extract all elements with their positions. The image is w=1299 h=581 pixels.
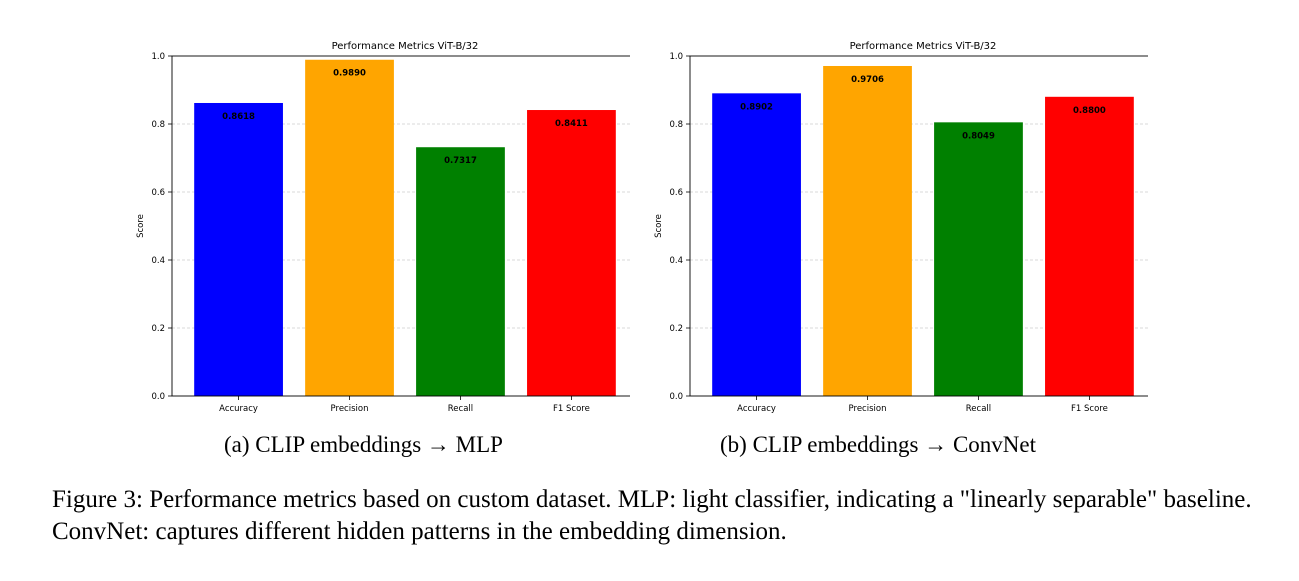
- chart-2-data-label: 0.9706: [851, 75, 884, 85]
- chart-2-xtick-label: F1 Score: [1071, 404, 1108, 414]
- figure-caption: Figure 3: Performance metrics based on c…: [52, 486, 1252, 545]
- chart-1-xtick-label: F1 Score: [553, 404, 590, 414]
- chart-1-bar: [194, 102, 283, 396]
- chart-1-title: Performance Metrics ViT-B/32: [332, 41, 479, 52]
- chart-2-ytick-label: 0.2: [669, 324, 683, 334]
- chart-1-xtick-label: Recall: [448, 404, 473, 414]
- chart-2-ytick-label: 0.0: [669, 392, 683, 402]
- chart-2-title: Performance Metrics ViT-B/32: [850, 41, 997, 52]
- chart-1-data-label: 0.8618: [222, 112, 255, 122]
- chart-2-ytick-label: 0.4: [669, 256, 683, 266]
- chart-1-ytick-label: 1.0: [151, 52, 165, 62]
- chart-2-bar: [1045, 96, 1134, 397]
- chart-convnet-svg: Performance Metrics ViT-B/32 0.0 0.2 0.4 0.6…: [654, 41, 1148, 414]
- chart-2-bar: [712, 93, 801, 396]
- chart-1-ylabel: Score: [136, 214, 146, 238]
- chart-1-data-label: 0.9890: [333, 69, 366, 79]
- chart-2-data-label: 0.8800: [1073, 106, 1106, 116]
- chart-2-ytick-label: 0.8: [669, 120, 683, 130]
- chart-2-bar: [934, 122, 1023, 397]
- chart-2-data-label: 0.8902: [740, 102, 773, 112]
- chart-2-ytick-label: 1.0: [669, 52, 683, 62]
- chart-2-xtick-label: Recall: [966, 404, 991, 414]
- subcaption-a: (a) CLIP embeddings → MLP: [224, 432, 503, 457]
- chart-1-xtick-label: Precision: [331, 404, 369, 414]
- chart-2-plot-frame: [689, 55, 1148, 397]
- chart-2-bar: [823, 65, 912, 396]
- chart-convnet: Performance Metrics ViT-B/32 0.0 0.2 0.4 0.6…: [648, 30, 1148, 420]
- chart-2-data-label: 0.8049: [962, 131, 995, 141]
- chart-2-ytick-label: 0.6: [669, 188, 683, 198]
- chart-1-data-label: 0.7317: [444, 156, 477, 166]
- chart-mlp-svg: Performance Metrics ViT-B/32 0.0 0.2 0.4 0.6…: [136, 41, 630, 414]
- chart-1-bar: [416, 147, 505, 396]
- chart-1-ytick-label: 0.2: [151, 324, 165, 334]
- chart-mlp: Performance Metrics ViT-B/32 0.0 0.2 0.4 0.6…: [130, 30, 630, 420]
- chart-1-bar: [527, 110, 616, 396]
- chart-2-xtick-label: Precision: [849, 404, 887, 414]
- chart-1-ytick-label: 0.6: [151, 188, 165, 198]
- subcaption-b: (b) CLIP embeddings → ConvNet: [720, 432, 1037, 457]
- chart-1-xtick-label: Accuracy: [219, 404, 258, 414]
- chart-1-data-label: 0.8411: [555, 119, 588, 129]
- chart-1-plot-frame: [171, 55, 630, 397]
- chart-1-bar: [305, 59, 394, 397]
- chart-2-ylabel: Score: [654, 214, 664, 238]
- chart-1-ytick-label: 0.4: [151, 256, 165, 266]
- chart-1-ytick-label: 0.0: [151, 392, 165, 402]
- chart-2-xtick-label: Accuracy: [737, 404, 776, 414]
- chart-1-ytick-label: 0.8: [151, 120, 165, 130]
